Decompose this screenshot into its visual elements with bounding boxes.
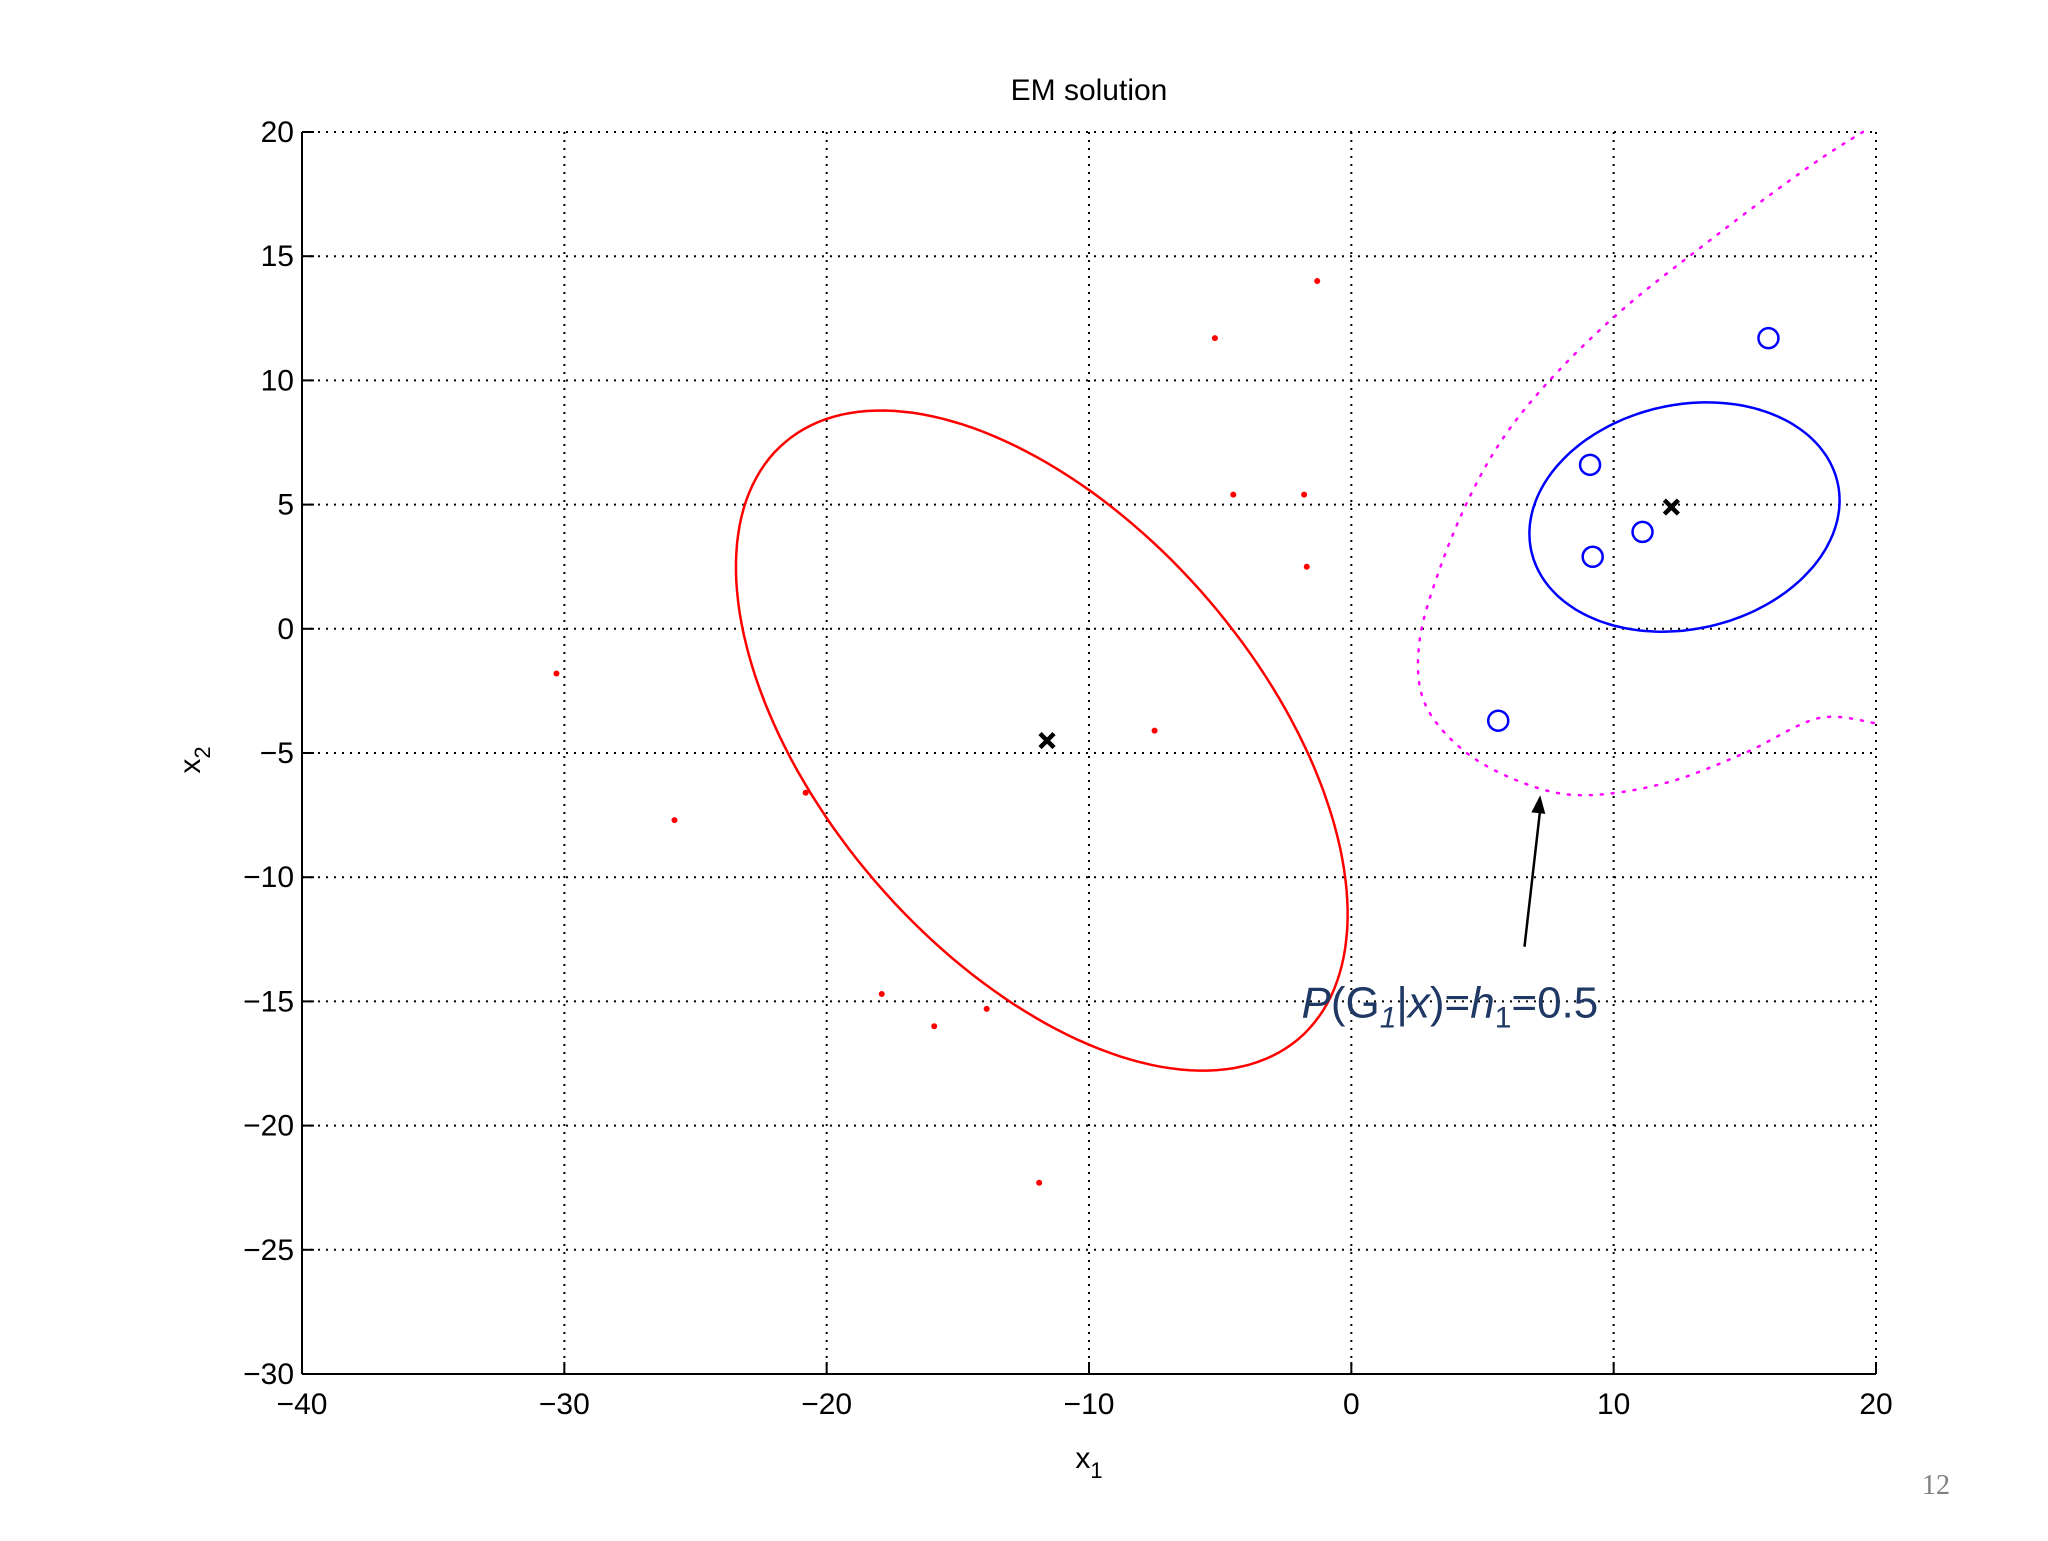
y-tick-label: 20 bbox=[261, 116, 294, 149]
blue-circle-point-2 bbox=[1578, 453, 1602, 477]
annotation-part: | bbox=[1396, 978, 1407, 1027]
y-axis-label-main: x bbox=[174, 759, 207, 774]
annotation-part: 1 bbox=[1380, 1001, 1397, 1034]
x-tick-label: −30 bbox=[539, 1388, 590, 1421]
red-dot-point-13 bbox=[1314, 278, 1321, 285]
red-dot-point-3 bbox=[802, 789, 809, 796]
y-tick-label: 0 bbox=[277, 613, 294, 646]
ticks: −40 −30 −20 −10 0 10 20−30−25−20−15−10−5051015… bbox=[243, 116, 1893, 1421]
annotation-part: )= bbox=[1430, 978, 1470, 1027]
x-tick-label: −10 bbox=[1064, 1388, 1115, 1421]
red-dot-point-8 bbox=[1151, 727, 1158, 734]
page-number: 12 bbox=[1922, 1470, 1950, 1501]
red-dot-point-5 bbox=[931, 1023, 938, 1030]
y-tick-label: −15 bbox=[243, 985, 294, 1018]
x-tick-label: −40 bbox=[277, 1388, 328, 1421]
y-tick-label: −10 bbox=[243, 861, 294, 894]
x-tick-label: 0 bbox=[1343, 1388, 1360, 1421]
y-axis-label-sub: 2 bbox=[190, 746, 215, 758]
annotation-part: (G bbox=[1331, 978, 1380, 1027]
y-tick-label: −20 bbox=[243, 1110, 294, 1143]
y-tick-label: −25 bbox=[243, 1234, 294, 1267]
annotation-part: 1 bbox=[1495, 1001, 1512, 1034]
red-dot-point-10 bbox=[1230, 491, 1237, 498]
y-axis-label: x2 bbox=[174, 746, 215, 773]
x-axis-label: x1 bbox=[1075, 1442, 1102, 1483]
data-points bbox=[553, 278, 1780, 1186]
y-tick-label: 5 bbox=[277, 489, 294, 522]
red-dot-point-7 bbox=[1036, 1179, 1043, 1186]
x-tick-label: 20 bbox=[1859, 1388, 1892, 1421]
y-tick-label: −5 bbox=[260, 737, 294, 770]
blue-circle-point-3 bbox=[1581, 545, 1604, 569]
contours bbox=[734, 130, 1878, 1072]
annotation-part: h bbox=[1470, 978, 1494, 1027]
annotation-arrow-line bbox=[1523, 809, 1542, 947]
y-tick-label: 15 bbox=[261, 240, 294, 273]
red-dot-point-2 bbox=[671, 817, 678, 824]
contour-ellipse-1 bbox=[734, 409, 1349, 1072]
mean-x-marker-1 bbox=[1038, 731, 1056, 750]
x-axis-label-sub: 1 bbox=[1090, 1458, 1102, 1483]
decision-boundary bbox=[1416, 130, 1878, 797]
red-dot-point-4 bbox=[878, 990, 885, 997]
y-tick-label: 10 bbox=[261, 364, 294, 397]
annotation-arrow-head bbox=[1531, 795, 1546, 814]
x-axis-label-main: x bbox=[1075, 1442, 1090, 1475]
annotation: P(G1|x)=h1=0.5 bbox=[1301, 795, 1598, 1034]
x-tick-label: −20 bbox=[801, 1388, 852, 1421]
annotation-part: P bbox=[1301, 978, 1331, 1027]
y-tick-label: −30 bbox=[243, 1358, 294, 1391]
blue-circle-point-4 bbox=[1631, 520, 1654, 544]
blue-circle-point-1 bbox=[1486, 709, 1510, 732]
mean-x-marker-2 bbox=[1662, 498, 1680, 516]
annotation-part: x bbox=[1406, 978, 1432, 1027]
red-dot-point-9 bbox=[1211, 335, 1218, 342]
chart-title: EM solution bbox=[1011, 74, 1168, 107]
annotation-label: P(G1|x)=h1=0.5 bbox=[1301, 978, 1598, 1034]
contour-ellipse-2 bbox=[1528, 401, 1841, 633]
annotation-part: =0.5 bbox=[1511, 978, 1598, 1027]
x-tick-label: 10 bbox=[1597, 1388, 1630, 1421]
red-dot-point-12 bbox=[1303, 563, 1310, 570]
red-dot-point-1 bbox=[553, 670, 560, 677]
red-dot-point-6 bbox=[983, 1005, 990, 1012]
blue-circle-point-5 bbox=[1757, 326, 1780, 350]
grid bbox=[302, 132, 1876, 1374]
red-dot-point-11 bbox=[1301, 491, 1308, 498]
